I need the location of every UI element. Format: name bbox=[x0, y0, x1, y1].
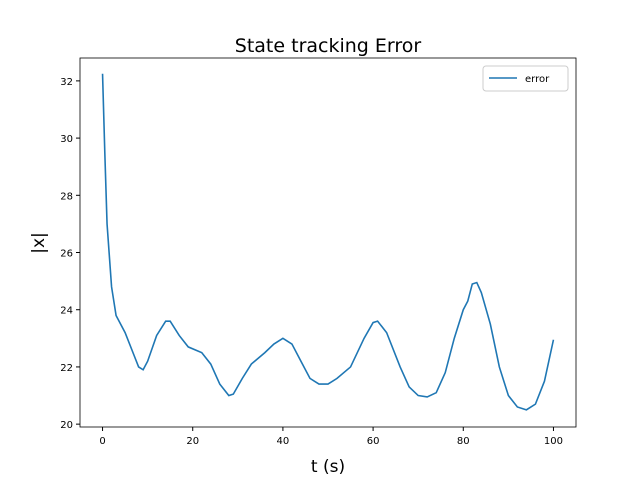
x-tick-label: 100 bbox=[544, 436, 563, 447]
x-tick-label: 60 bbox=[367, 436, 380, 447]
x-tick-label: 0 bbox=[99, 436, 105, 447]
y-tick-label: 28 bbox=[60, 191, 73, 202]
y-tick-label: 26 bbox=[60, 249, 73, 260]
x-tick-label: 80 bbox=[457, 436, 470, 447]
x-tick-label: 20 bbox=[186, 436, 199, 447]
y-tick-label: 24 bbox=[60, 306, 73, 317]
y-axis-label: |x| bbox=[29, 232, 49, 254]
chart-title: State tracking Error bbox=[235, 35, 422, 57]
legend-box bbox=[482, 65, 569, 92]
y-tick-label: 22 bbox=[60, 363, 73, 374]
axes-frame bbox=[79, 57, 577, 428]
line-series bbox=[101, 73, 555, 411]
y-tick-label: 20 bbox=[60, 420, 73, 431]
legend-label: error bbox=[525, 74, 550, 85]
x-axis-label: t (s) bbox=[311, 457, 345, 477]
x-tick-label: 40 bbox=[277, 436, 290, 447]
y-tick-label: 32 bbox=[60, 77, 73, 88]
y-tick-label: 30 bbox=[60, 134, 73, 145]
